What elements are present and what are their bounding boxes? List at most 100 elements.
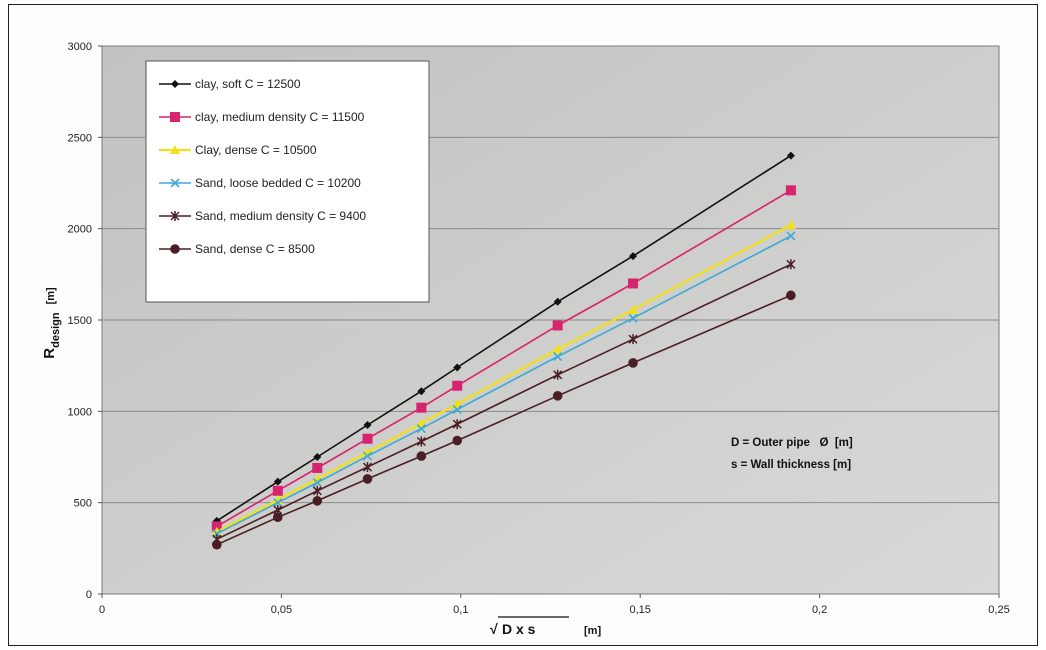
- annotation-line-2: s = Wall thickness [m]: [731, 459, 851, 471]
- legend-item: Sand, medium density C = 9400: [159, 209, 366, 223]
- series-3-point: [628, 304, 639, 314]
- series-2: [211, 185, 796, 532]
- legend-item: Clay, dense C = 10500: [159, 143, 317, 157]
- series-6-point: [312, 496, 323, 506]
- svg-text:Rdesign[m]: Rdesign [m]: [41, 287, 62, 359]
- series-4-point: [312, 478, 322, 488]
- series-6-point: [212, 539, 222, 550]
- series-5-point: [312, 485, 322, 496]
- series-2-point: [312, 462, 323, 473]
- series-1-point: [273, 477, 282, 486]
- legend-label: Sand, medium density C = 9400: [195, 209, 366, 223]
- series-6-point: [552, 391, 563, 401]
- series-1-point: [786, 151, 795, 160]
- legend-box: [145, 60, 430, 303]
- series-2-point: [628, 278, 639, 289]
- series-6-point: [786, 290, 796, 301]
- series-1-point: [363, 421, 372, 430]
- annotation: D = Outer pipe Ø [m] s = Wall thickness …: [731, 437, 853, 471]
- x-tick-label: 0,15: [629, 604, 650, 616]
- series-4-point: [273, 498, 283, 508]
- series-1-point: [553, 297, 562, 306]
- series-2-point: [452, 380, 463, 391]
- legend-swatch-marker: [170, 145, 180, 154]
- series-4-point: [628, 313, 638, 323]
- legend-swatch-marker: [171, 80, 179, 88]
- y-axis-ticks: 0 500 1000 1500 2000 2500 3000: [68, 41, 102, 601]
- series-5-point: [362, 462, 373, 473]
- series-2-point: [552, 320, 563, 331]
- x-tick-label: 0,25: [988, 604, 1009, 616]
- legend-item: clay, soft C = 12500: [159, 77, 301, 91]
- series-6: [212, 290, 796, 550]
- legend-label: Clay, dense C = 10500: [195, 143, 317, 157]
- legend-item: Sand, dense C = 8500: [159, 242, 315, 256]
- x-axis-title: √ D x s [m]: [490, 616, 601, 637]
- y-tick-label: 0: [86, 589, 92, 601]
- series-2-point: [272, 485, 283, 496]
- x-tick-label: 0,1: [453, 604, 468, 616]
- series-4-point: [416, 424, 426, 434]
- x-axis-title-unit: [m]: [584, 625, 601, 637]
- series-3-point: [552, 344, 563, 354]
- series-3-point: [416, 418, 427, 428]
- series-4-point: [553, 351, 563, 362]
- y-tick-label: 1500: [68, 315, 92, 327]
- legend-swatch-marker: [170, 112, 180, 122]
- legend-swatch-marker: [170, 244, 180, 254]
- series-1-point: [417, 387, 426, 396]
- series-3-point: [211, 526, 222, 536]
- chart-frame: 0 500 1000 1500 2000 2500 3000 0 0,05 0,1 0,15 0,2…: [8, 4, 1038, 646]
- series-2-point: [416, 402, 427, 413]
- annotation-line-1: D = Outer pipe Ø [m]: [731, 437, 853, 449]
- series-5-point: [553, 369, 563, 380]
- line-chart: 0 500 1000 1500 2000 2500 3000 0 0,05 0,1 0,15 0,2…: [41, 41, 1010, 637]
- series-5-point: [628, 334, 638, 345]
- legend-item: clay, medium density C = 11500: [159, 110, 365, 124]
- series-4-point: [786, 231, 796, 241]
- y-tick-label: 1000: [68, 406, 92, 418]
- series-1-point: [453, 363, 462, 372]
- y-tick-label: 500: [74, 498, 92, 510]
- series-6-point: [452, 435, 463, 446]
- series-5-point: [786, 259, 796, 270]
- y-axis-title-unit: [m]: [45, 287, 57, 304]
- y-axis-title-sub: design: [50, 312, 62, 348]
- x-axis-ticks: 0 0,05 0,1 0,15 0,2 0,25: [99, 594, 1010, 616]
- y-tick-label: 2500: [68, 132, 92, 144]
- series-6-point: [628, 358, 638, 368]
- legend-swatch-marker: [170, 178, 180, 188]
- series-5: [212, 259, 796, 545]
- y-tick-label: 3000: [68, 41, 92, 53]
- series-6-point: [416, 451, 427, 461]
- x-tick-label: 0,05: [271, 604, 292, 616]
- series-6-point: [273, 512, 283, 523]
- series-3-point: [452, 399, 463, 409]
- series-4: [212, 231, 796, 539]
- series-layer: [211, 151, 796, 550]
- x-axis-title-text: D x s: [502, 621, 536, 637]
- x-tick-label: 0: [99, 604, 105, 616]
- series-2-point: [785, 185, 796, 196]
- series-1-point: [313, 453, 322, 461]
- series-1-point: [629, 252, 638, 261]
- x-axis-radical: √: [490, 621, 498, 637]
- legend: clay, soft C = 12500 clay, medium density…: [145, 60, 430, 303]
- series-4-point: [362, 451, 373, 461]
- series-4-point: [452, 404, 462, 415]
- legend-label: clay, soft C = 12500: [195, 77, 301, 91]
- legend-item: Sand, loose bedded C = 10200: [159, 176, 361, 190]
- y-axis-title-main: R: [41, 348, 58, 359]
- legend-swatch-marker: [170, 211, 180, 221]
- series-3-point: [785, 220, 796, 230]
- series-2-point: [362, 433, 373, 444]
- legend-label: Sand, loose bedded C = 10200: [195, 176, 361, 190]
- series-5-point: [452, 419, 462, 430]
- legend-label: Sand, dense C = 8500: [195, 242, 315, 256]
- legend-label: clay, medium density C = 11500: [195, 110, 365, 124]
- y-tick-label: 2000: [68, 224, 92, 236]
- series-5-point: [416, 436, 426, 447]
- series-2-point: [211, 521, 222, 532]
- x-tick-label: 0,2: [812, 604, 827, 616]
- y-axis-title: Rdesign [m]: [41, 287, 62, 359]
